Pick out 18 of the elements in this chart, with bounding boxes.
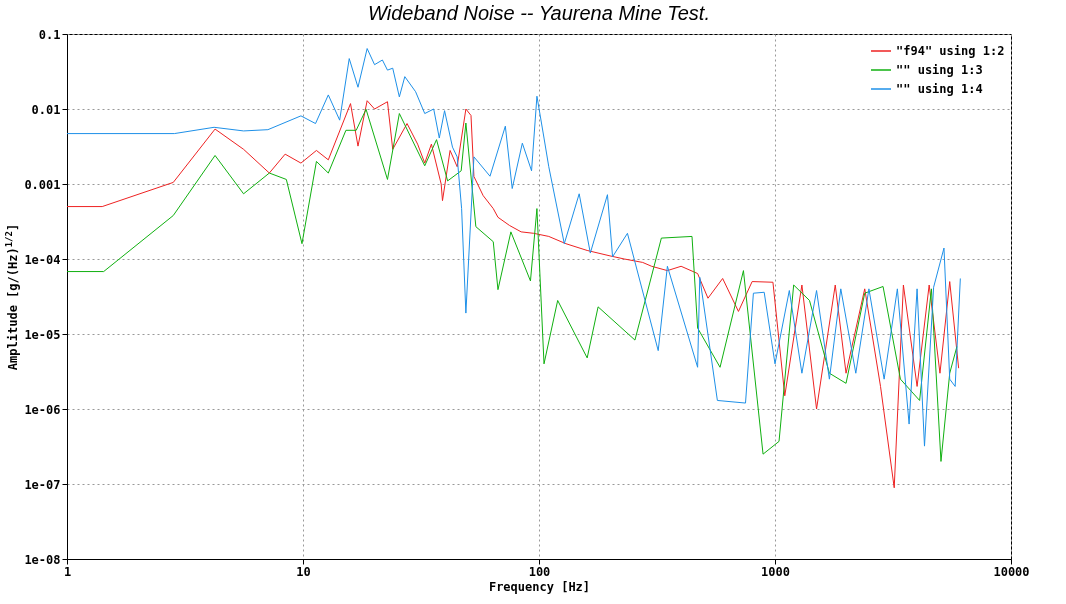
x-tick-label: 1000 [761, 564, 790, 579]
y-tick-label: 1e-07 [24, 477, 61, 492]
x-axis-title: Frequency [Hz] [488, 579, 591, 594]
x-tick-label: 10000 [993, 564, 1030, 579]
legend-label: "" using 1:3 [896, 63, 983, 77]
y-tick-label: 0.001 [24, 177, 61, 192]
y-tick-label: 1e-06 [24, 402, 61, 417]
y-tick-label: 1e-08 [24, 552, 61, 567]
y-tick-label: 0.1 [38, 27, 61, 42]
x-tick-label: 1 [63, 564, 72, 579]
legend-label: "f94" using 1:2 [896, 44, 1005, 58]
chart-title: Wideband Noise -- Yaurena Mine Test. [368, 2, 710, 24]
y-tick-label: 1e-04 [24, 252, 61, 267]
y-tick-label: 1e-05 [24, 327, 61, 342]
y-tick-label: 0.01 [31, 102, 61, 117]
legend-label: "" using 1:4 [896, 82, 983, 96]
x-tick-label: 100 [528, 564, 551, 579]
x-tick-label: 10 [296, 564, 311, 579]
